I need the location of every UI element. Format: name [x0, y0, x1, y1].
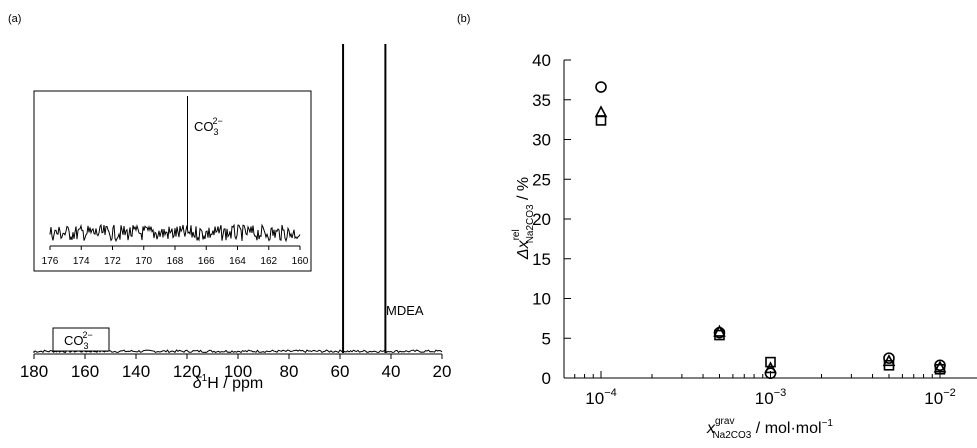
- square-point: [765, 356, 776, 368]
- x-axis-label: δ1H / ppm: [193, 373, 263, 392]
- y-tick-label: 25: [532, 170, 551, 189]
- inset-baseline: [49, 223, 301, 243]
- x-axis-label-b: xgrav Na2CO3 / mol·mol−1: [706, 416, 833, 441]
- square-point: [883, 359, 895, 371]
- x-tick-label: 60: [331, 362, 350, 381]
- panel-b-label: (b): [457, 13, 470, 25]
- y-tick-label: 30: [532, 131, 551, 150]
- mdea-label: MDEA: [386, 303, 424, 318]
- inset-x-tick-label: 172: [104, 256, 121, 267]
- x-tick-label: 80: [280, 362, 299, 381]
- triangle-point: [764, 361, 777, 374]
- inset-x-tick-label: 170: [135, 256, 152, 267]
- y-axis-label: Δxrel Na2CO3 / %: [511, 177, 536, 260]
- x-tick-label-b: 10−4: [585, 387, 616, 408]
- inset-x-tick-label: 164: [229, 256, 246, 267]
- inset-x-tick-label: 168: [167, 256, 184, 267]
- y-tick-label: 10: [532, 290, 551, 309]
- y-ticks: 0 5 10 15 20 25 30 35 40: [532, 51, 571, 388]
- x-tick-label: 180: [20, 362, 48, 381]
- y-tick-label: 35: [532, 91, 551, 110]
- x-tick-label: 100: [224, 362, 252, 381]
- x-tick-label: 20: [433, 362, 452, 381]
- x-tick-label-b: 10−3: [755, 387, 786, 408]
- x-ticks-b: 10−4 10−3 10−2: [574, 371, 956, 408]
- circle-point: [883, 352, 895, 364]
- y-tick-label: 15: [532, 250, 551, 269]
- inset-x-tick-label: 166: [198, 256, 215, 267]
- y-tick-label: 0: [542, 369, 551, 388]
- scatter-panel: 0 5 10 15 20 25 30 35 40 10−4 10−3 10−2 Δxrel Na2CO…: [511, 51, 977, 441]
- inset-carbonate-label: CO32−: [194, 116, 223, 137]
- circle-point: [595, 81, 607, 93]
- inset-x-tick-label: 176: [42, 256, 59, 267]
- square-point: [714, 329, 725, 341]
- inset-x-tick-label: 162: [260, 256, 277, 267]
- nmr-spectrum-panel: MDEA CO32− 180 160 140 120 100 80 60 40 20 δ1H /…: [20, 44, 452, 392]
- carbonate-box: [52, 327, 110, 352]
- x-tick-label: 160: [71, 362, 99, 381]
- x-tick-label: 140: [122, 362, 150, 381]
- data-points: [594, 81, 947, 380]
- carbonate-box-label: CO32−: [64, 330, 93, 351]
- square-point: [934, 363, 946, 375]
- square-point: [595, 115, 607, 126]
- panel-a-label: (a): [8, 13, 21, 25]
- triangle-point: [594, 105, 608, 118]
- x-tick-label: 120: [173, 362, 201, 381]
- inset-x-ticks: 176 174 172 170 168 166 164 162 160: [42, 246, 309, 267]
- y-tick-label: 20: [532, 210, 551, 229]
- y-tick-label: 5: [542, 329, 551, 348]
- triangle-point: [933, 360, 947, 373]
- x-ticks: 180 160 140 120 100 80 60 40 20: [20, 354, 452, 381]
- inset-x-tick-label: 174: [73, 256, 90, 267]
- inset-frame: [33, 90, 312, 272]
- x-tick-label-b: 10−2: [924, 387, 955, 408]
- inset-x-tick-label: 160: [292, 256, 309, 267]
- y-tick-label: 40: [532, 51, 551, 70]
- x-tick-label: 40: [382, 362, 401, 381]
